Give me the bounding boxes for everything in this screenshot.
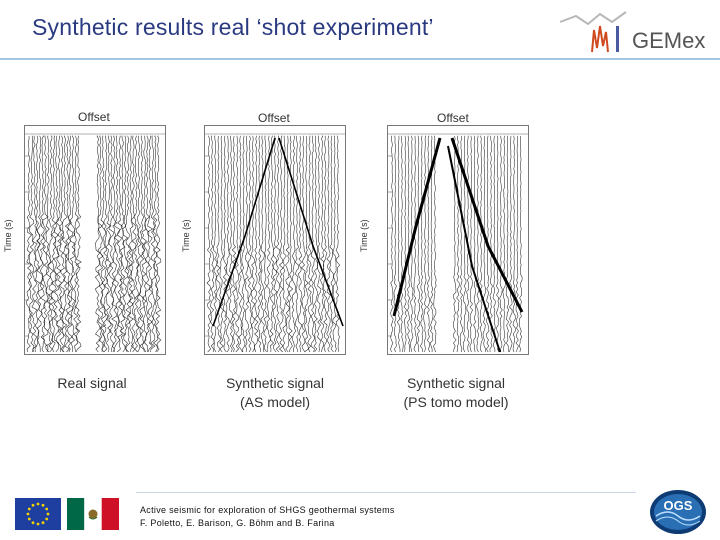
caption-2: Synthetic signal (AS model) bbox=[198, 374, 352, 412]
footer-text: Active seismic for exploration of SHGS g… bbox=[140, 504, 395, 530]
mexico-flag-icon bbox=[67, 498, 119, 530]
time-label-2: Time (s) bbox=[181, 219, 191, 252]
slide-title: Synthetic results real ‘shot experiment’ bbox=[32, 14, 434, 40]
gemex-logo-text: GEMex bbox=[632, 28, 705, 53]
header-rule bbox=[0, 58, 720, 60]
ogs-logo: OGS bbox=[650, 490, 706, 534]
time-label-3: Time (s) bbox=[359, 219, 369, 252]
eu-flag-icon bbox=[15, 498, 61, 530]
caption-2-line1: Synthetic signal bbox=[225, 375, 325, 391]
offset-label-3: Offset bbox=[437, 111, 469, 125]
seismic-traces bbox=[388, 133, 528, 353]
footer-rule bbox=[136, 492, 636, 493]
time-label-1: Time (s) bbox=[3, 219, 13, 252]
seismogram-as-model bbox=[204, 125, 346, 355]
caption-3-line2: (PS tomo model) bbox=[403, 394, 509, 410]
seismogram-ps-tomo-model bbox=[387, 125, 529, 355]
caption-1-line1: Real signal bbox=[57, 375, 127, 391]
seismic-traces bbox=[205, 133, 345, 353]
offset-label-2: Offset bbox=[258, 111, 290, 125]
seismogram-real bbox=[24, 125, 166, 355]
footer-line-1: Active seismic for exploration of SHGS g… bbox=[140, 505, 395, 515]
seismic-traces bbox=[25, 133, 165, 353]
ogs-logo-text: OGS bbox=[664, 498, 693, 513]
offset-label-1: Offset bbox=[78, 110, 110, 124]
caption-3: Synthetic signal (PS tomo model) bbox=[380, 374, 532, 412]
footer-line-2: F. Poletto, E. Barison, G. Böhm and B. F… bbox=[140, 518, 335, 528]
caption-1: Real signal bbox=[20, 374, 164, 393]
gemex-logo: GEMex bbox=[559, 11, 705, 53]
caption-3-line1: Synthetic signal bbox=[406, 375, 506, 391]
caption-2-line2: (AS model) bbox=[239, 394, 311, 410]
